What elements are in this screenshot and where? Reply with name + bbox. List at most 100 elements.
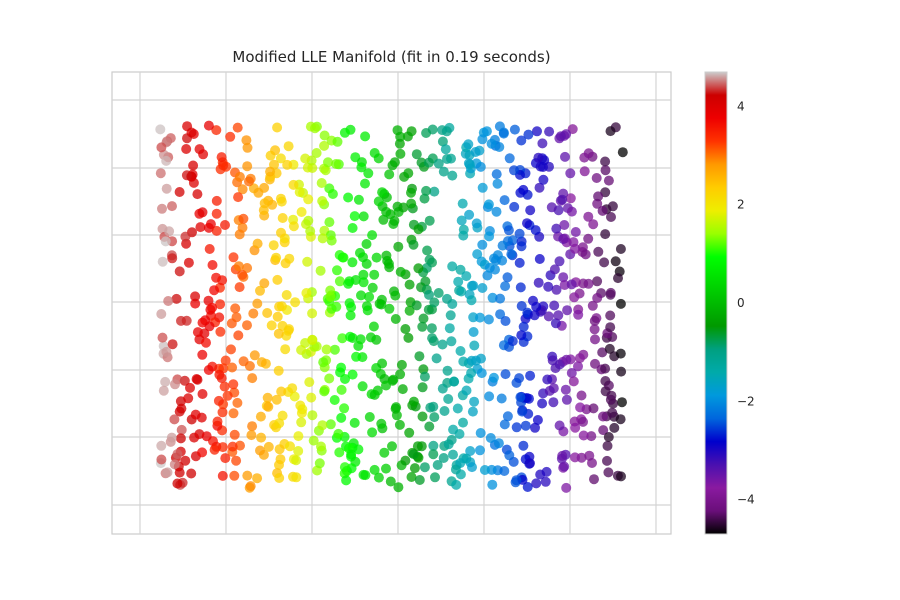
- scatter-point: [203, 365, 214, 375]
- scatter-point: [247, 421, 258, 432]
- scatter-point: [419, 462, 430, 473]
- scatter-point: [259, 198, 270, 209]
- colorbar-tick-label: 2: [737, 198, 745, 212]
- scatter-point: [360, 178, 370, 189]
- scatter-point: [463, 139, 474, 150]
- scatter-point: [226, 344, 236, 355]
- scatter-point: [566, 206, 577, 217]
- scatter-point: [490, 264, 500, 275]
- scatter-point: [285, 441, 295, 452]
- scatter-point: [532, 126, 542, 137]
- scatter-point: [316, 178, 327, 188]
- scatter-point: [565, 168, 576, 179]
- scatter-point: [475, 428, 486, 438]
- scatter-point: [574, 353, 585, 364]
- scatter-point: [291, 472, 302, 483]
- scatter-point: [283, 325, 294, 336]
- scatter-point: [537, 138, 548, 149]
- scatter-point: [408, 239, 419, 250]
- scatter-point: [233, 261, 244, 272]
- scatter-point: [394, 138, 405, 149]
- scatter-point: [274, 444, 285, 455]
- scatter-point: [499, 419, 510, 430]
- scatter-point: [483, 199, 494, 210]
- scatter-point: [318, 357, 329, 368]
- scatter-point: [450, 464, 461, 475]
- scatter-point: [428, 449, 439, 460]
- scatter-point: [605, 287, 616, 298]
- scatter-point: [244, 176, 254, 187]
- scatter-point: [343, 192, 354, 203]
- scatter-point: [339, 462, 350, 473]
- scatter-point: [520, 420, 531, 431]
- scatter-point: [469, 340, 480, 351]
- scatter-point: [562, 305, 573, 316]
- scatter-point: [455, 346, 466, 356]
- scatter-point: [324, 217, 335, 228]
- scatter-point: [502, 411, 513, 422]
- scatter-point: [377, 187, 388, 198]
- scatter-point: [583, 278, 594, 289]
- scatter-point: [433, 288, 444, 298]
- scatter-point: [590, 358, 600, 369]
- scatter-point: [270, 145, 281, 156]
- scatter-point: [227, 362, 238, 373]
- scatter-point: [395, 369, 406, 380]
- scatter-point: [491, 169, 502, 180]
- scatter-point: [283, 141, 294, 152]
- scatter-point: [589, 474, 599, 485]
- scatter-point: [335, 367, 346, 378]
- scatter-point: [411, 149, 422, 160]
- scatter-point: [566, 279, 577, 290]
- scatter-point: [249, 350, 260, 361]
- scatter-point: [592, 198, 603, 209]
- scatter-point: [276, 227, 286, 238]
- scatter-point: [486, 138, 497, 149]
- scatter-point: [467, 462, 477, 473]
- scatter-point: [479, 465, 490, 475]
- scatter-point: [477, 182, 488, 193]
- scatter-point: [557, 194, 568, 205]
- scatter-point: [170, 379, 180, 390]
- scatter-point: [500, 369, 511, 380]
- scatter-point: [234, 282, 245, 293]
- scatter-point: [391, 402, 402, 413]
- scatter-point: [320, 165, 331, 176]
- scatter-point: [203, 120, 214, 131]
- scatter-point: [317, 420, 328, 431]
- scatter-point: [272, 311, 283, 322]
- scatter-point: [475, 312, 485, 323]
- scatter-point: [211, 195, 222, 206]
- scatter-point: [592, 276, 603, 287]
- scatter-point: [583, 233, 594, 244]
- scatter-point: [334, 447, 345, 458]
- scatter-point: [525, 205, 536, 216]
- scatter-point: [280, 258, 291, 269]
- scatter-point: [406, 198, 417, 209]
- scatter-point: [274, 473, 285, 483]
- scatter-point: [597, 347, 608, 358]
- scatter-point: [424, 421, 435, 432]
- scatter-point: [543, 281, 554, 292]
- scatter-point: [385, 209, 396, 220]
- scatter-point: [421, 128, 432, 138]
- scatter-point: [573, 309, 584, 320]
- scatter-point: [186, 468, 197, 479]
- scatter-point: [477, 239, 488, 250]
- scatter-point: [598, 411, 608, 422]
- scatter-point: [610, 256, 621, 267]
- scatter-point: [544, 126, 555, 137]
- scatter-point: [511, 422, 522, 433]
- scatter-point: [274, 418, 285, 429]
- scatter-point: [387, 441, 397, 452]
- scatter-point: [615, 414, 626, 425]
- scatter-point: [296, 408, 307, 418]
- scatter-point: [586, 431, 597, 442]
- scatter-point: [447, 261, 458, 272]
- scatter-point: [160, 236, 171, 247]
- scatter-point: [376, 294, 387, 305]
- scatter-point: [446, 336, 457, 347]
- scatter-point: [411, 300, 422, 311]
- scatter-point: [381, 380, 391, 391]
